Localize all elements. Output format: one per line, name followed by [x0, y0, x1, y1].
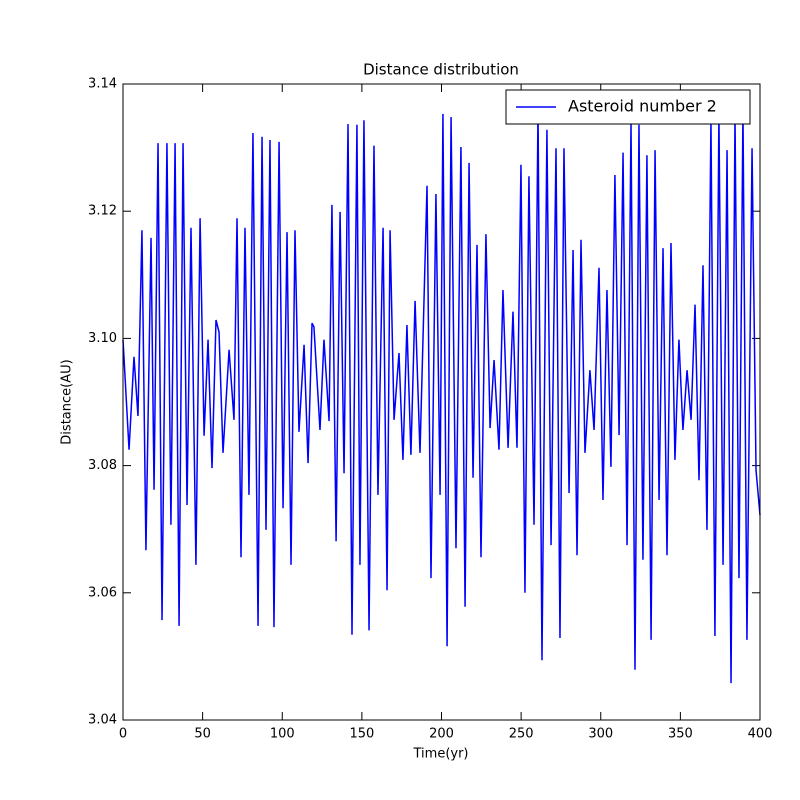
- y-tick-label: 3.10: [88, 331, 117, 346]
- x-tick-label: 250: [509, 727, 534, 742]
- x-tick-label: 0: [119, 727, 127, 742]
- x-tick-label: 50: [194, 727, 211, 742]
- y-tick-label: 3.06: [88, 585, 117, 600]
- x-tick-label: 150: [349, 727, 374, 742]
- y-tick-label: 3.12: [88, 204, 117, 219]
- y-tick-label: 3.14: [88, 77, 117, 92]
- x-tick-label: 350: [668, 727, 693, 742]
- x-tick-label: 200: [429, 727, 454, 742]
- chart-title: Distance distribution: [363, 61, 519, 79]
- y-tick-label: 3.04: [88, 713, 117, 728]
- x-tick-label: 400: [748, 727, 773, 742]
- y-axis-label: Distance(AU): [60, 359, 75, 444]
- x-tick-label: 300: [588, 727, 613, 742]
- x-axis-label: Time(yr): [413, 747, 469, 762]
- legend-label: Asteroid number 2: [568, 97, 717, 116]
- y-tick-label: 3.08: [88, 458, 117, 473]
- plot-frame: [122, 83, 761, 721]
- data-line: [122, 110, 761, 684]
- x-tick-label: 100: [270, 727, 295, 742]
